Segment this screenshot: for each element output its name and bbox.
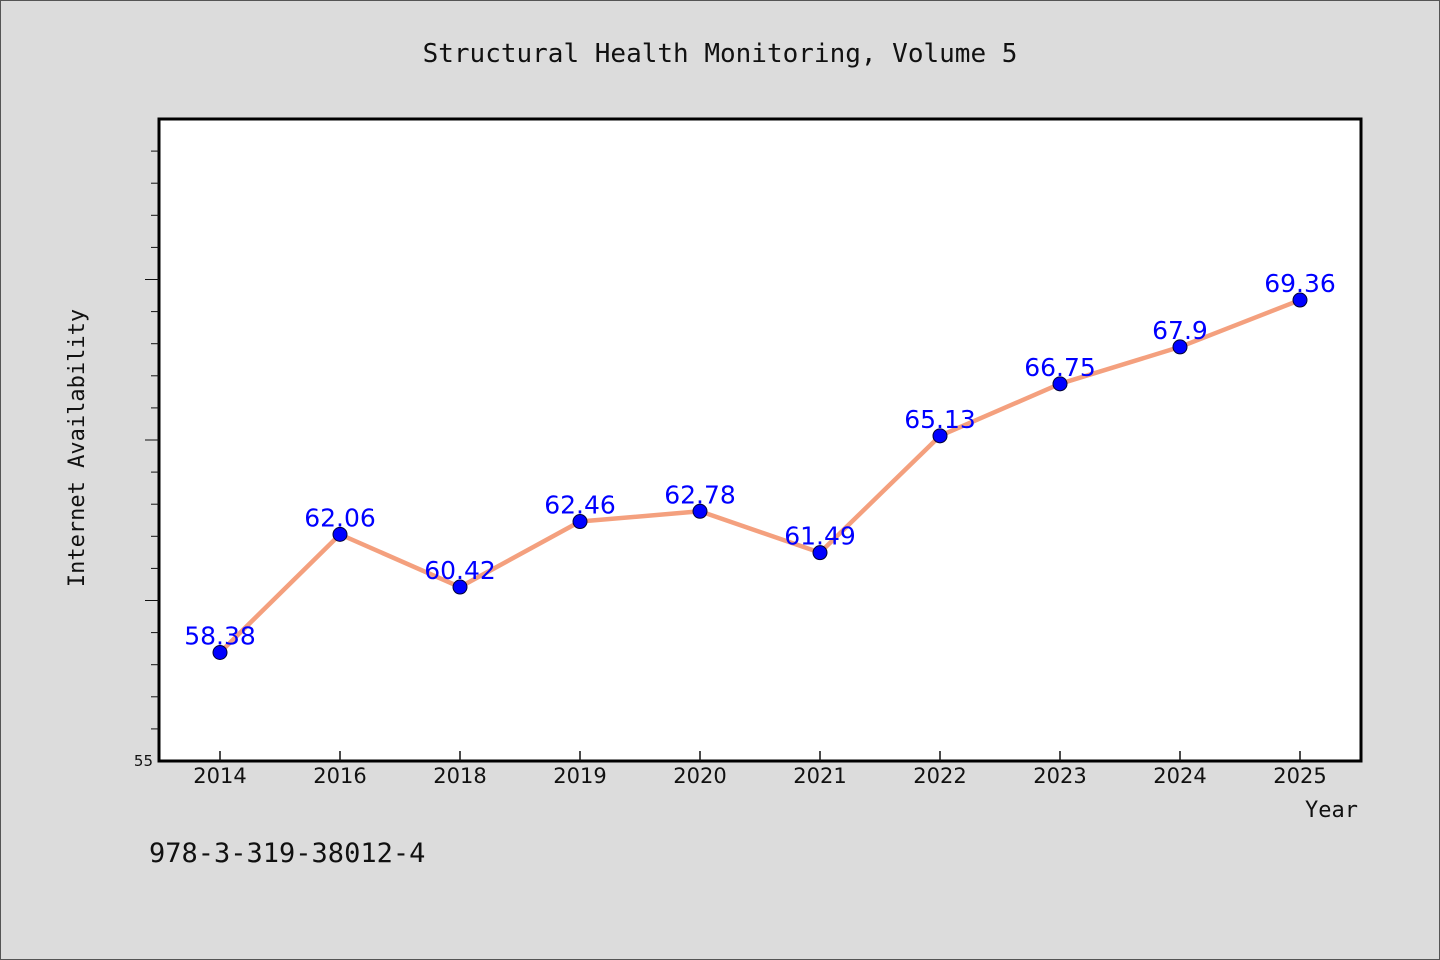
data-markers [212,292,1308,661]
data-point [812,545,828,561]
x-tick-label: 2021 [793,764,846,788]
data-label: 69.36 [1264,269,1336,298]
x-tick-label: 2020 [673,764,726,788]
y-axis-label: Internet Availability [65,309,90,587]
series-line-group [217,297,1303,655]
series-line [217,297,1303,655]
data-point [1292,292,1308,308]
data-point [692,503,708,519]
x-axis-label: Year [1305,798,1358,823]
x-axis-ticks: 2014 2016 2018 2019 2020 2021 2022 2023 2024 2025 [193,751,1327,788]
data-point [452,579,468,595]
x-tick-label: 2018 [433,764,486,788]
data-label: 67.9 [1152,316,1208,345]
data-point [1172,339,1188,355]
data-label: 62.46 [544,491,616,520]
y-tick-label: 55 [134,752,153,770]
data-point [1052,376,1068,392]
data-label: 60.42 [424,556,496,585]
data-point [572,514,588,530]
data-label: 62.78 [664,480,736,509]
x-tick-label: 2019 [553,764,606,788]
isbn-label: 978-3-319-38012-4 [149,838,425,869]
x-tick-label: 2016 [313,764,366,788]
data-point [212,645,228,661]
data-label: 62.06 [304,503,376,532]
x-tick-label: 2024 [1153,764,1206,788]
data-labels: 58.38 62.06 60.42 62.46 62.78 61.49 65.13 66.75… [184,269,1336,650]
data-label: 61.49 [784,522,856,551]
data-point [332,526,348,542]
data-label: 58.38 [184,622,256,651]
x-tick-label: 2014 [193,764,246,788]
data-point [932,428,948,444]
data-label: 65.13 [904,405,976,434]
plot-area [157,117,1363,763]
x-tick-label: 2023 [1033,764,1086,788]
chart-title: Structural Health Monitoring, Volume 5 [423,39,1018,69]
x-tick-label: 2025 [1273,764,1326,788]
y-axis-ticks: 55 [134,150,159,770]
data-label: 66.75 [1024,353,1096,382]
x-tick-label: 2022 [913,764,966,788]
